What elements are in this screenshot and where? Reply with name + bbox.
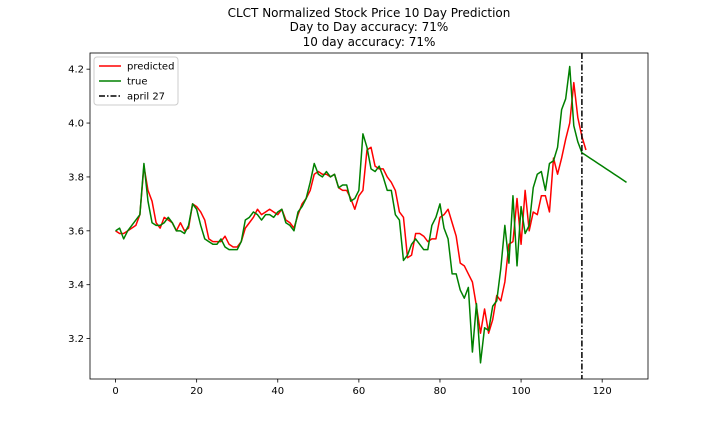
axes-layer: 0 20 40 60 80 100 120 3.2 3.4 3.6 3.8 4.0 4.2: [68, 52, 649, 397]
y-tick-label: 4.2: [68, 65, 84, 76]
legend-label-true: true: [127, 77, 148, 88]
chart-title-line-3: 10 day accuracy: 71%: [303, 35, 436, 49]
x-tick-label: 40: [271, 386, 284, 397]
series-layer: [115, 53, 627, 379]
y-tick-label: 4.0: [68, 119, 84, 130]
x-tick-label: 80: [434, 386, 447, 397]
plot-area: [90, 53, 648, 379]
chart-title-line-1: CLCT Normalized Stock Price 10 Day Predi…: [228, 6, 511, 20]
legend-label-predicted: predicted: [127, 62, 174, 73]
y-tick-label: 3.4: [68, 280, 84, 291]
x-tick-label: 60: [352, 386, 365, 397]
legend: predicted true april 27: [93, 56, 179, 106]
x-tick-label: 100: [512, 386, 531, 397]
series-line-true: [115, 65, 627, 364]
x-tick-label: 20: [190, 386, 203, 397]
y-tick-label: 3.6: [68, 226, 84, 237]
x-tick-label: 120: [593, 386, 612, 397]
chart-title-line-2: Day to Day accuracy: 71%: [290, 20, 449, 34]
y-tick-label: 3.2: [68, 334, 84, 345]
plot-background: [90, 53, 648, 379]
axes-frame: [89, 52, 649, 380]
x-tick-label: 0: [112, 386, 118, 397]
legend-label-april-27: april 27: [127, 92, 165, 103]
legend-frame: [93, 56, 179, 106]
y-tick-label: 3.8: [68, 172, 84, 183]
